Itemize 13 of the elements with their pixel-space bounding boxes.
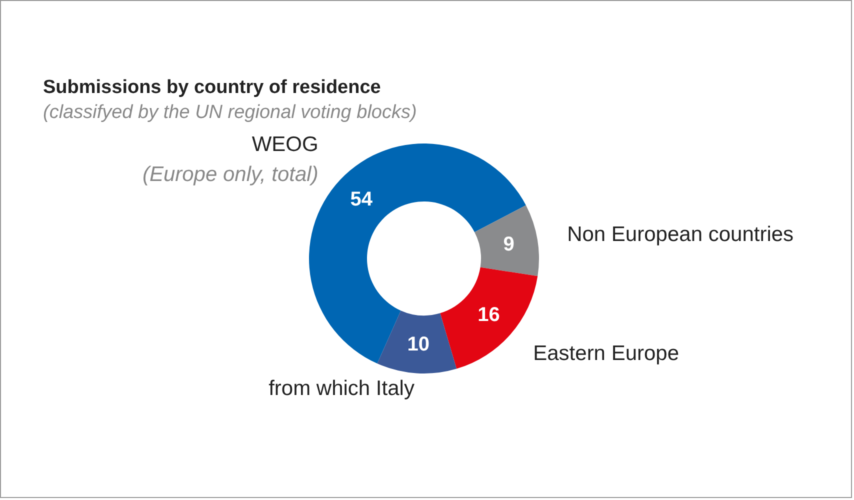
slice-label: Non European countries <box>567 222 794 246</box>
slice-label: WEOG <box>252 133 318 156</box>
data-label: 9 <box>503 233 514 256</box>
data-label: 16 <box>478 304 500 326</box>
slice-label: from which Italy <box>268 377 415 400</box>
text: (Europe only, total) <box>142 163 318 186</box>
data-label: 54 <box>350 188 374 211</box>
chart-subtitle: (classifyed by the UN regional voting blocks) <box>43 102 417 124</box>
data-label: 10 <box>407 333 430 356</box>
donut-slice <box>474 205 539 276</box>
chart-title: Submissions by country of residence <box>43 77 381 98</box>
donut-slice <box>377 310 457 374</box>
slice-label: Eastern Europe <box>533 342 680 365</box>
